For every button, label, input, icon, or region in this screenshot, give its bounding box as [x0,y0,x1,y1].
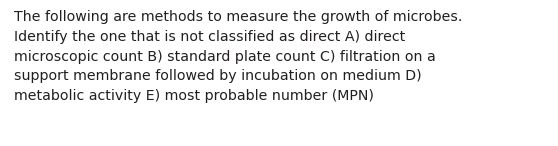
Text: The following are methods to measure the growth of microbes.
Identify the one th: The following are methods to measure the… [14,10,463,103]
